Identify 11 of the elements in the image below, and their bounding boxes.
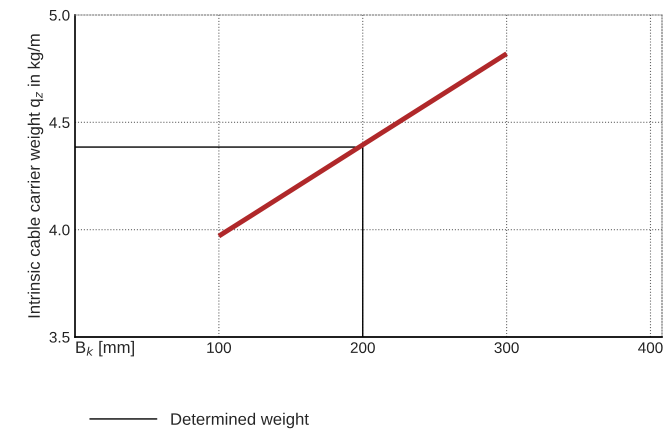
y-tick-label: 4.5 [49, 117, 70, 128]
x-tick-label: 200 [350, 342, 375, 354]
x-tick-label: 400 [638, 342, 663, 354]
x-tick-label: 300 [494, 342, 519, 354]
x-axis-title: B$_{k}$ [mm] [76, 340, 134, 356]
y-tick-label: 3.5 [49, 332, 70, 343]
y-tick-label: 5.0 [50, 10, 70, 21]
y-tick-label: 4.0 [49, 224, 70, 236]
y-axis-title: Intrinsic cable carrier weight q$_{z}$ in kg/m [28, 34, 44, 318]
x-tick-label: 100 [207, 342, 232, 354]
legend-label: Determined weight [171, 412, 309, 428]
